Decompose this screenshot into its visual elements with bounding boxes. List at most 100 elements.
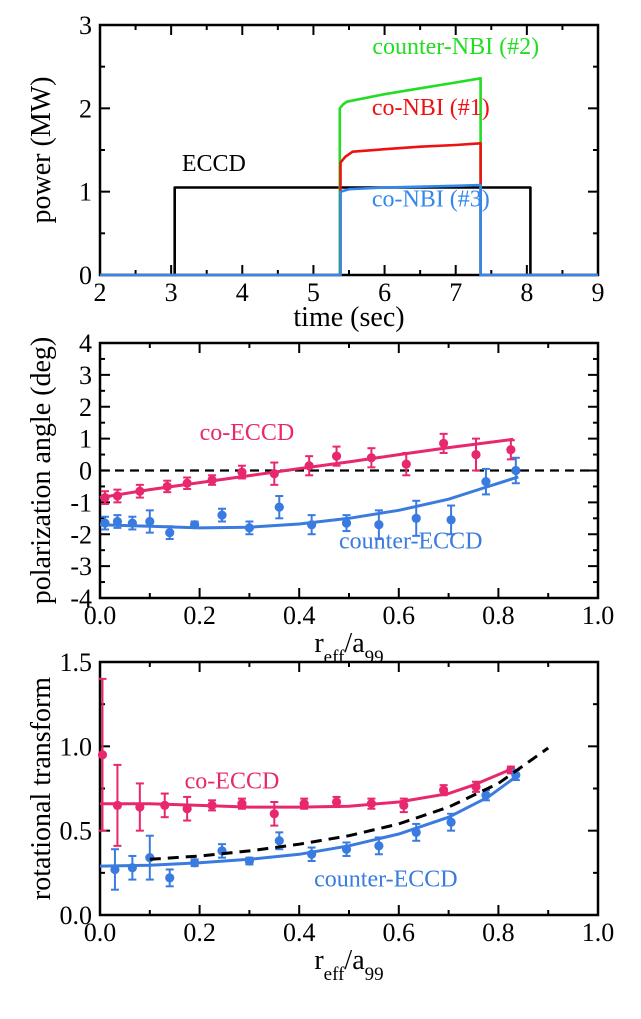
x-tick-label: 1.0 — [582, 601, 615, 630]
x-tick-label: 6 — [378, 278, 391, 307]
x-axis-label: time (sec) — [293, 302, 404, 333]
data-point-counter-eccd — [165, 528, 175, 538]
x-axis-label-subscript: eff — [324, 647, 345, 668]
y-tick-label: -2 — [70, 520, 92, 549]
y-tick-label: 4 — [79, 329, 92, 358]
data-point-counter-eccd — [341, 844, 352, 854]
y-tick-label: 3 — [79, 11, 92, 40]
data-point-counter-eccd — [165, 873, 175, 883]
x-tick-label: 4 — [236, 278, 249, 307]
data-point-co-eccd — [399, 800, 409, 810]
data-point-co-eccd — [471, 449, 481, 460]
x-axis-label-subscript: 99 — [365, 964, 384, 985]
data-point-co-eccd — [331, 797, 342, 807]
data-point-counter-eccd — [145, 516, 155, 527]
x-tick-label: 0.4 — [283, 918, 316, 947]
data-point-counter-eccd — [217, 510, 227, 520]
x-tick-label: 1.0 — [582, 918, 615, 947]
fit-curve-co-eccd — [100, 766, 514, 809]
data-point-counter-eccd — [446, 817, 456, 827]
data-point-co-eccd — [401, 459, 411, 469]
data-point-co-eccd — [299, 799, 309, 809]
data-point-co-eccd — [112, 800, 123, 810]
data-point-co-eccd — [207, 475, 217, 485]
data-point-counter-eccd — [190, 858, 200, 868]
x-tick-label: 0.0 — [84, 918, 117, 947]
y-tick-label: 1 — [79, 178, 92, 207]
x-tick-label: 0.2 — [183, 601, 216, 630]
data-point-counter-eccd — [411, 513, 421, 523]
data-point-co-eccd — [182, 478, 192, 488]
data-point-co-eccd — [100, 492, 110, 503]
x-tick-label: 8 — [520, 278, 533, 307]
data-point-co-eccd — [366, 799, 377, 809]
fit-curve-counter-eccd — [99, 475, 519, 530]
data-point-counter-eccd — [411, 827, 421, 837]
data-point-co-eccd — [471, 782, 481, 792]
y-tick-label: -3 — [70, 552, 92, 581]
x-tick-label: 9 — [592, 278, 605, 307]
data-point-co-eccd — [237, 467, 247, 477]
series-label-co-eccd: co-ECCD — [185, 769, 280, 795]
y-tick-label: -1 — [70, 488, 92, 517]
series-line-co-nbi-3 — [100, 183, 598, 277]
x-tick-label: 5 — [307, 278, 320, 307]
data-point-co-eccd — [269, 809, 279, 819]
x-axis-label: reff/a99 — [314, 945, 383, 985]
y-tick-label: 0.5 — [60, 817, 93, 846]
data-point-co-eccd — [506, 445, 516, 455]
dashed-curve-reference — [149, 746, 550, 861]
x-tick-label: 0.4 — [283, 601, 316, 630]
x-axis-label-part: /a — [344, 945, 365, 976]
x-tick-label: 0.6 — [383, 918, 416, 947]
data-point-counter-eccd — [481, 790, 491, 800]
data-point-counter-eccd — [274, 502, 284, 512]
data-point-counter-eccd — [511, 465, 521, 476]
x-tick-label: 2 — [94, 278, 107, 307]
x-tick-label: 0.2 — [183, 918, 216, 947]
data-point-co-eccd — [366, 453, 377, 463]
x-axis-label-subscript: 99 — [365, 647, 384, 668]
data-point-counter-eccd — [446, 515, 456, 525]
data-point-co-eccd — [112, 491, 123, 501]
polarization-angle-chart: 0.0 0.2 0.4 0.6 0.8 1.0 -4 -3 -2 -10 1 2 3 4 polarizat… — [26, 329, 614, 668]
data-point-counter-eccd — [374, 841, 384, 851]
x-tick-label: 0.0 — [84, 601, 117, 630]
data-point-counter-eccd — [307, 849, 317, 859]
x-tick-label: 0.8 — [482, 601, 515, 630]
y-tick-label: 0.0 — [60, 901, 93, 930]
y-tick-label: 2 — [79, 94, 92, 123]
y-axis-label: power (MW) — [26, 77, 57, 224]
y-tick-label: 1.0 — [60, 732, 93, 761]
data-point-co-eccd — [135, 486, 145, 496]
data-point-counter-eccd — [341, 518, 352, 528]
series-line-eccd — [100, 186, 598, 277]
y-tick-label: 2 — [79, 393, 92, 422]
data-point-co-eccd — [439, 785, 449, 795]
data-point-counter-eccd — [481, 477, 491, 487]
y-tick-label: 3 — [79, 361, 92, 390]
y-tick-label: 0 — [79, 261, 92, 290]
x-axis-label-part: r — [314, 628, 324, 659]
data-point-counter-eccd — [112, 516, 123, 527]
x-tick-label: 0.6 — [383, 601, 416, 630]
series-label-counter-eccd: counter-ECCD — [314, 866, 457, 892]
data-point-co-eccd — [182, 804, 192, 814]
series-label-co-nbi-1: co-NBI (#1) — [372, 95, 490, 121]
y-axis-label: rotational transform — [26, 677, 57, 900]
data-point-counter-eccd — [190, 520, 200, 530]
data-point-co-eccd — [439, 438, 449, 449]
power-vs-time-chart: 2 3 4 5 6 7 8 9 0 1 2 3 power (MW) time (sec) counter-… — [26, 11, 605, 333]
data-point-co-eccd — [97, 750, 108, 760]
data-point-counter-eccd — [127, 518, 137, 528]
data-point-co-eccd — [160, 800, 170, 810]
data-point-counter-eccd — [244, 856, 254, 866]
series-label-eccd: ECCD — [182, 151, 246, 177]
data-point-counter-eccd — [110, 864, 120, 875]
y-axis-label: polarization angle (deg) — [26, 337, 57, 604]
y-tick-label: 0 — [79, 457, 92, 486]
data-point-counter-eccd — [274, 836, 284, 846]
rotational-transform-chart: 0.0 0.2 0.4 0.6 0.8 1.0 0.0 0.5 1.0 1.5rotational… — [26, 648, 614, 985]
y-tick-label: -4 — [70, 584, 92, 613]
x-tick-label: 3 — [165, 278, 178, 307]
